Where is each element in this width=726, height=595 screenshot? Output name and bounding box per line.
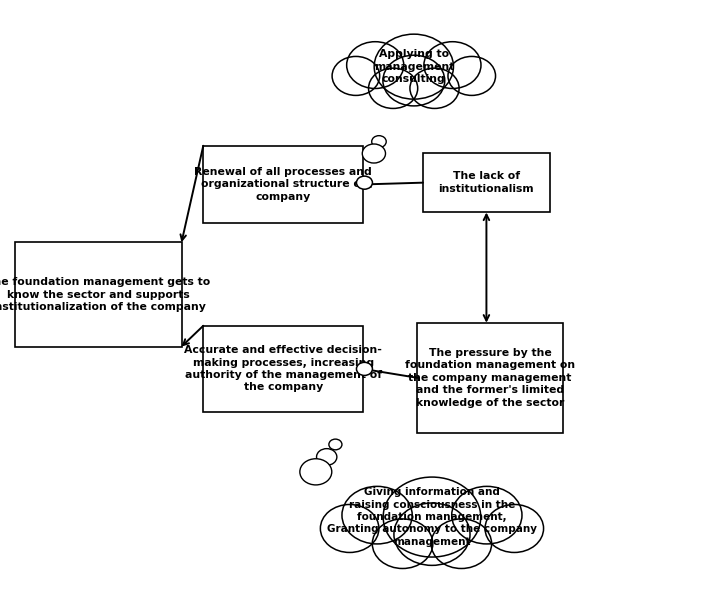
Circle shape [452,486,522,544]
FancyBboxPatch shape [203,146,363,223]
Circle shape [448,57,496,95]
Text: The pressure by the
foundation management on
the company management
and the form: The pressure by the foundation managemen… [405,348,575,408]
Circle shape [362,144,386,163]
Circle shape [320,505,379,553]
Circle shape [372,136,386,148]
FancyBboxPatch shape [15,243,182,346]
Circle shape [300,459,332,485]
Text: Giving information and
raising consciousness in the
foundation management,
Grant: Giving information and raising conscious… [327,487,537,547]
Circle shape [383,477,481,557]
Circle shape [332,57,380,95]
Circle shape [346,42,404,89]
FancyBboxPatch shape [203,325,363,412]
Text: The foundation management gets to
know the sector and supports
institutionalizat: The foundation management gets to know t… [0,277,210,312]
Circle shape [356,362,372,375]
Text: The lack of
institutionalism: The lack of institutionalism [439,171,534,194]
Circle shape [410,68,459,108]
Circle shape [485,505,544,553]
Circle shape [383,55,445,106]
Circle shape [369,68,417,108]
Text: Accurate and effective decision-
making processes, increasing
authority of the m: Accurate and effective decision- making … [184,345,382,393]
Circle shape [356,176,372,189]
Circle shape [374,34,454,99]
Text: Renewal of all processes and
organizational structure of
company: Renewal of all processes and organizatio… [195,167,372,202]
Circle shape [372,519,433,568]
FancyBboxPatch shape [423,153,550,212]
Circle shape [424,42,481,89]
Circle shape [329,439,342,450]
Circle shape [431,519,492,568]
Circle shape [342,486,412,544]
Text: Applying to
management
consulting: Applying to management consulting [374,49,454,84]
Circle shape [394,503,470,565]
Circle shape [317,449,337,465]
FancyBboxPatch shape [417,322,563,433]
